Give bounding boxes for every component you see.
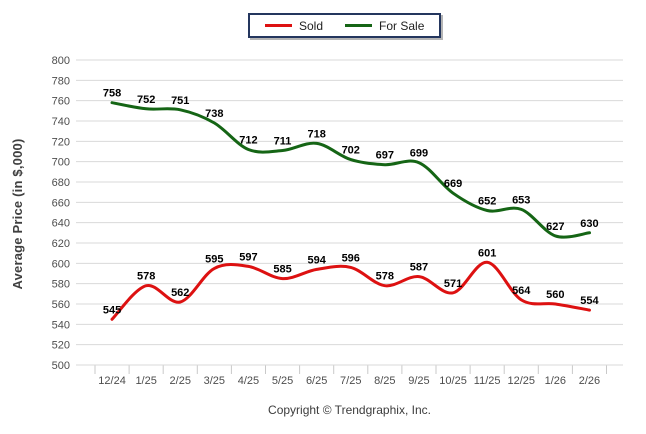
y-tick-label: 780 xyxy=(52,75,70,87)
x-tick-label: 1/26 xyxy=(545,375,566,387)
data-label-for-sale: 653 xyxy=(512,194,530,206)
y-tick-label: 520 xyxy=(52,340,70,352)
x-tick-label: 10/25 xyxy=(439,375,467,387)
data-label-sold: 562 xyxy=(171,287,189,299)
data-label-for-sale: 699 xyxy=(410,148,428,160)
data-label-sold: 595 xyxy=(205,253,223,265)
x-tick-label: 12/24 xyxy=(98,375,126,387)
y-tick-label: 640 xyxy=(52,218,70,230)
data-label-sold: 596 xyxy=(342,252,360,264)
data-label-for-sale: 697 xyxy=(376,150,394,162)
x-tick-label: 8/25 xyxy=(374,375,395,387)
series-line-for-sale xyxy=(110,101,591,239)
data-label-for-sale: 752 xyxy=(137,94,155,106)
x-tick-label: 1/25 xyxy=(135,375,156,387)
data-label-for-sale: 738 xyxy=(205,108,223,120)
x-tick-label: 2/26 xyxy=(579,375,600,387)
data-label-for-sale: 627 xyxy=(546,221,564,233)
y-tick-label: 740 xyxy=(52,116,70,128)
data-label-for-sale: 718 xyxy=(307,128,325,140)
data-label-sold: 564 xyxy=(512,285,531,297)
series-line-sold xyxy=(110,260,591,321)
data-label-for-sale: 711 xyxy=(274,135,292,147)
y-tick-label: 680 xyxy=(52,177,70,189)
x-tick-label: 2/25 xyxy=(170,375,191,387)
data-label-sold: 578 xyxy=(376,271,394,283)
x-tick-label: 9/25 xyxy=(408,375,429,387)
data-label-sold: 597 xyxy=(239,251,257,263)
x-tick-label: 11/25 xyxy=(474,375,501,387)
data-label-sold: 571 xyxy=(444,278,462,290)
x-tick-label: 6/25 xyxy=(306,375,327,387)
legend-item-sold: Sold xyxy=(265,19,323,33)
y-tick-label: 700 xyxy=(52,157,70,169)
y-tick-label: 560 xyxy=(52,299,70,311)
data-label-sold: 601 xyxy=(478,247,496,259)
legend-item-for-sale: For Sale xyxy=(345,19,424,33)
legend-label: Sold xyxy=(299,18,324,33)
x-tick-label: 3/25 xyxy=(204,375,225,387)
y-tick-label: 540 xyxy=(52,319,70,331)
data-label-sold: 587 xyxy=(410,262,428,274)
y-tick-label: 600 xyxy=(52,258,70,270)
data-label-sold: 578 xyxy=(137,271,155,283)
legend-label: For Sale xyxy=(379,18,425,33)
data-label-for-sale: 758 xyxy=(103,88,121,100)
chart-legend: Sold For Sale xyxy=(248,13,442,38)
y-tick-label: 800 xyxy=(52,55,70,67)
data-label-sold: 585 xyxy=(273,264,291,276)
y-tick-label: 760 xyxy=(52,96,70,108)
data-label-for-sale: 652 xyxy=(478,195,496,207)
x-tick-label: 5/25 xyxy=(272,375,293,387)
y-tick-label: 720 xyxy=(52,136,70,148)
y-tick-label: 620 xyxy=(52,238,70,250)
data-label-for-sale: 669 xyxy=(444,178,462,190)
y-tick-label: 580 xyxy=(52,279,70,291)
x-tick-label: 12/25 xyxy=(507,375,535,387)
x-tick-label: 4/25 xyxy=(238,375,259,387)
data-label-for-sale: 630 xyxy=(580,218,598,230)
data-label-sold: 560 xyxy=(546,289,564,301)
data-label-sold: 594 xyxy=(307,254,326,266)
legend-swatch-1 xyxy=(345,24,373,27)
x-tick-label: 7/25 xyxy=(340,375,361,387)
y-tick-label: 660 xyxy=(52,197,70,209)
legend-swatch-0 xyxy=(265,24,292,27)
data-label-for-sale: 751 xyxy=(171,95,189,107)
data-label-for-sale: 712 xyxy=(239,134,257,146)
data-label-for-sale: 702 xyxy=(342,145,360,157)
data-label-sold: 545 xyxy=(103,304,121,316)
copyright-text: Copyright © Trendgraphix, Inc. xyxy=(268,403,431,417)
data-label-sold: 554 xyxy=(580,295,599,307)
y-tick-label: 500 xyxy=(52,360,70,372)
